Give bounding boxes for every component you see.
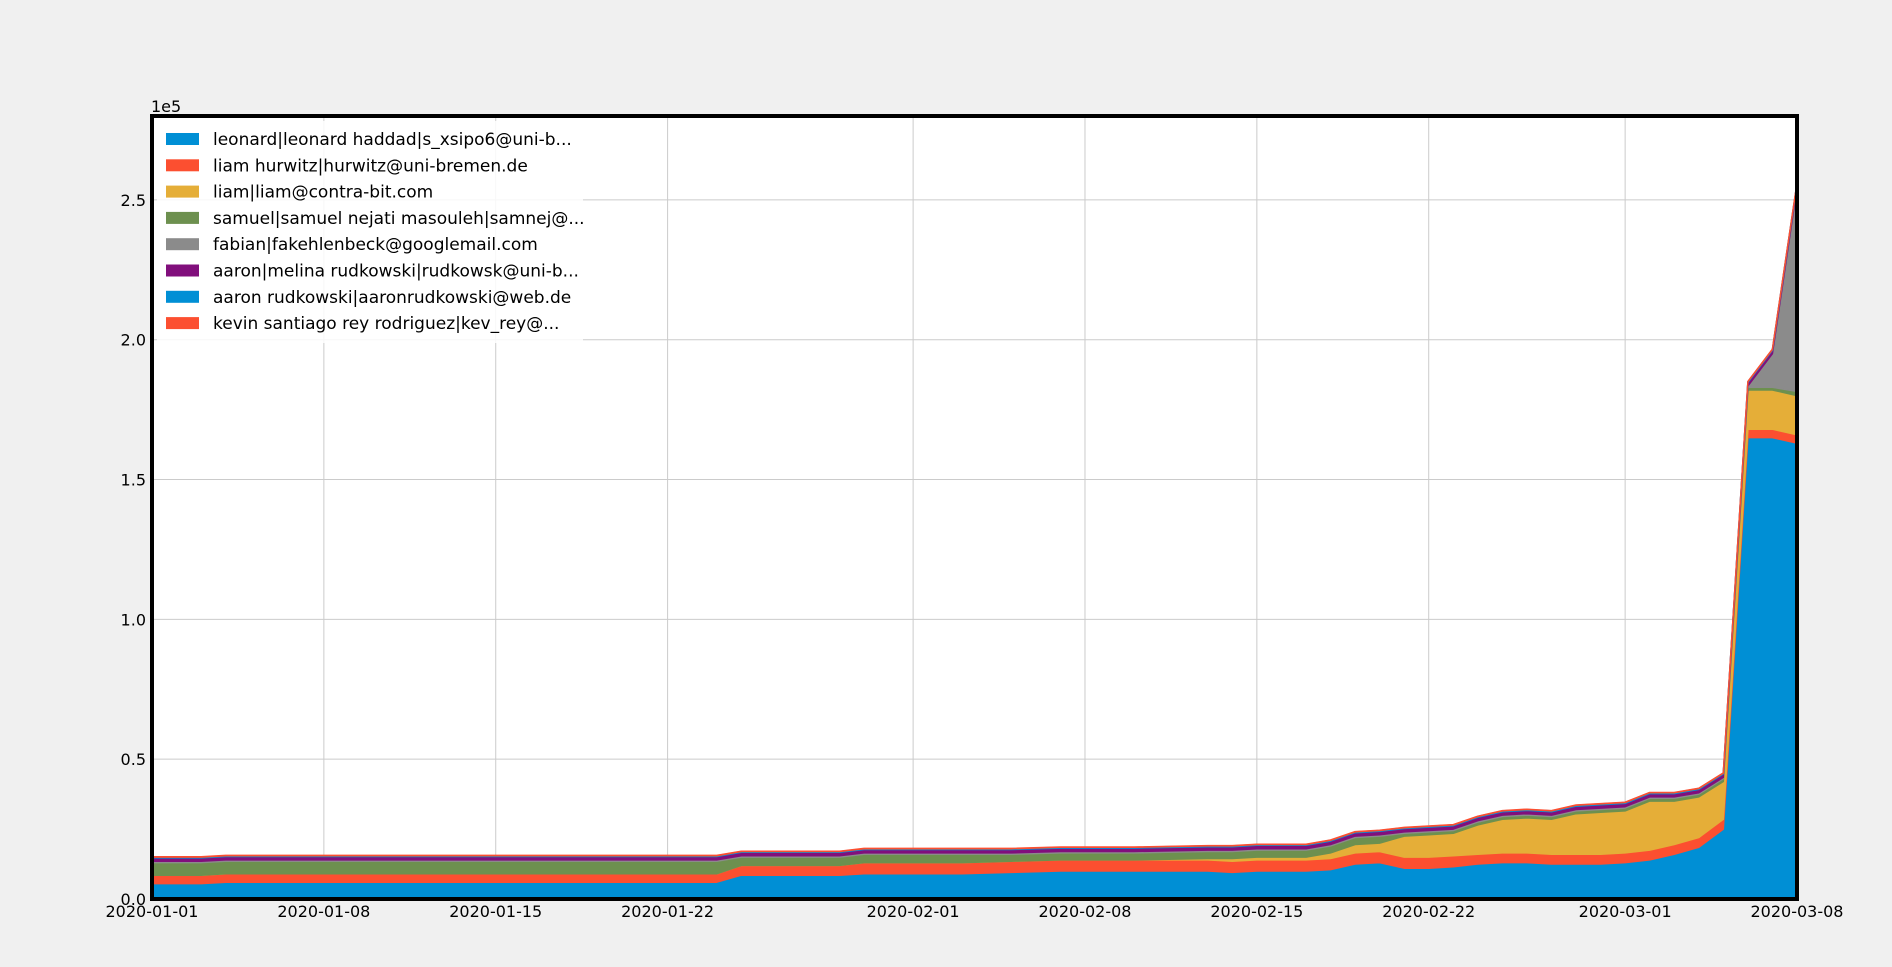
- legend-swatch: [166, 317, 199, 330]
- legend-box: [157, 121, 583, 343]
- y-multiplier-label: 1e5: [151, 97, 181, 116]
- x-tick-label: 2020-03-01: [1579, 902, 1672, 921]
- x-tick-label: 2020-02-08: [1038, 902, 1131, 921]
- legend-label: fabian|fakehlenbeck@googlemail.com: [213, 235, 538, 255]
- y-tick-label: 2.0: [121, 331, 146, 350]
- legend-swatch: [166, 264, 199, 277]
- y-tick-label: 2.5: [121, 191, 146, 210]
- legend-swatch: [166, 133, 199, 145]
- legend: leonard|leonard haddad|s_xsipo6@uni-b...…: [157, 121, 585, 343]
- legend-swatch: [166, 185, 199, 198]
- y-tick-label: 0.5: [121, 750, 146, 769]
- x-tick-label: 2020-02-15: [1210, 902, 1303, 921]
- legend-swatch: [166, 290, 199, 303]
- x-tick-label: 2020-01-15: [449, 902, 542, 921]
- x-tick-label: 2020-02-22: [1382, 902, 1475, 921]
- legend-label: liam|liam@contra-bit.com: [213, 183, 433, 203]
- x-tick-label: 2020-01-08: [277, 902, 370, 921]
- legend-label: kevin santiago rey rodriguez|kev_rey@...: [213, 314, 559, 334]
- y-tick-label: 1.0: [121, 610, 146, 629]
- y-axis-ticks: 0.0 0.5 1.0 1.5 2.0 2.5: [121, 191, 146, 909]
- x-tick-label: 2020-01-22: [621, 902, 714, 921]
- legend-label: aaron rudkowski|aaronrudkowski@web.de: [213, 288, 571, 308]
- x-tick-label: 2020-02-01: [867, 902, 960, 921]
- legend-label: aaron|melina rudkowski|rudkowsk@uni-b...: [213, 262, 579, 282]
- legend-swatch: [166, 159, 199, 172]
- legend-label: samuel|samuel nejati masouleh|samnej@...: [213, 209, 585, 229]
- legend-swatch: [166, 238, 199, 251]
- x-axis-ticks: 2020-01-01 2020-01-08 2020-01-15 2020-01-22…: [106, 902, 1844, 921]
- legend-label: liam hurwitz|hurwitz@uni-bremen.de: [213, 156, 528, 176]
- x-tick-label: 2020-03-08: [1751, 902, 1844, 921]
- plot-frame: [150, 114, 1799, 901]
- y-tick-label: 0.0: [121, 890, 146, 909]
- legend-swatch: [166, 211, 199, 224]
- y-tick-label: 1.5: [121, 471, 146, 490]
- legend-label: leonard|leonard haddad|s_xsipo6@uni-b...: [213, 130, 572, 150]
- x-tick-label: 2020-01-01: [106, 902, 199, 921]
